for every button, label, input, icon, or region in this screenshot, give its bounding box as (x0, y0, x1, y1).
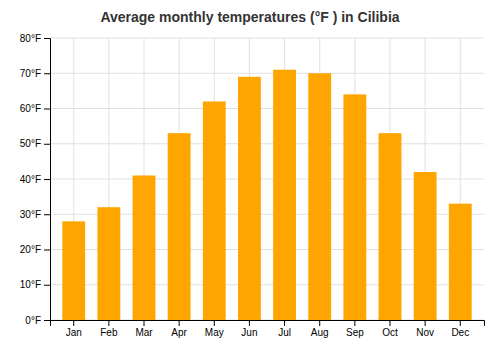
y-tick-label: 50°F (20, 138, 41, 149)
x-tick: Nov (416, 320, 434, 338)
x-tick-label: Sep (346, 327, 364, 338)
y-tick-label: 40°F (20, 174, 41, 185)
bar (97, 207, 120, 320)
y-tick-mark (44, 109, 50, 110)
x-tick-label: Aug (311, 327, 329, 338)
y-tick: 70°F (20, 68, 50, 79)
title: Average monthly temperatures (°F ) in Ci… (100, 9, 399, 25)
y-grid-line (50, 73, 484, 74)
bars (62, 70, 471, 320)
x-tick: Jan (66, 320, 82, 338)
x-tick-mark (249, 320, 250, 326)
x-tick-label: Nov (416, 327, 434, 338)
y-tick: 10°F (20, 279, 50, 290)
x-tick-label: May (205, 327, 224, 338)
bar (133, 175, 156, 320)
chart: 0°F 10°F 20°F 30°F 40°F 50°F 60°F 70°F 80°F Jan Fe… (0, 0, 500, 350)
x-tick: Sep (346, 320, 364, 338)
bar (168, 133, 191, 320)
y-tick: 40°F (20, 174, 50, 185)
x-tick-mark (460, 320, 461, 326)
y-tick-mark (44, 285, 50, 286)
y-axis-line (44, 39, 51, 321)
x-tick-mark (108, 320, 109, 326)
x-axis-line (51, 321, 485, 327)
x-tick-mark (354, 320, 355, 326)
y-tick-label: 60°F (20, 103, 41, 114)
y-tick-mark (44, 250, 50, 251)
bar (273, 70, 296, 320)
y-grid-line (50, 108, 484, 109)
x-tick-label: Mar (135, 327, 153, 338)
y-tick-label: 80°F (20, 33, 41, 44)
y-tick-label: 30°F (20, 209, 41, 220)
x-tick: Feb (100, 320, 118, 338)
y-tick: 30°F (20, 209, 50, 220)
x-tick-mark (284, 320, 285, 326)
y-tick: 0°F (25, 315, 50, 326)
y-tick-mark (44, 214, 50, 215)
x-tick-mark (319, 320, 320, 326)
x-tick: Aug (311, 320, 329, 338)
x-tick: Oct (382, 320, 398, 338)
x-tick-label: Feb (100, 327, 118, 338)
x-tick: Jul (278, 320, 291, 338)
y-tick: 60°F (20, 103, 50, 114)
bar (308, 73, 331, 320)
x-tick-mark (73, 320, 74, 326)
y-tick-mark (44, 144, 50, 145)
y-tick-mark (44, 38, 50, 39)
x-tick-label: Jul (278, 327, 291, 338)
bar (379, 133, 402, 320)
y-tick-mark (44, 320, 50, 321)
grid (50, 38, 484, 320)
x-tick: May (205, 320, 224, 338)
bar (414, 172, 437, 320)
x-tick-label: Jan (66, 327, 82, 338)
plot-area: 0°F 10°F 20°F 30°F 40°F 50°F 60°F 70°F 80°F Jan Fe… (20, 33, 485, 338)
bar (238, 77, 261, 320)
x-tick-label: Dec (451, 327, 469, 338)
y-tick-label: 0°F (25, 315, 41, 326)
x-tick: Jun (241, 320, 257, 338)
x-axis: Jan Feb Mar Apr May Jun Jul Aug Sep Oct Nov Dec (51, 320, 485, 338)
x-tick-mark (144, 320, 145, 326)
y-axis: 0°F 10°F 20°F 30°F 40°F 50°F 60°F 70°F 80°F (20, 33, 51, 326)
bar (343, 94, 366, 320)
y-tick-label: 20°F (20, 244, 41, 255)
x-tick: Apr (171, 320, 187, 338)
bar (449, 204, 472, 320)
x-tick: Mar (135, 320, 153, 338)
x-tick-label: Apr (171, 327, 187, 338)
y-tick-mark (44, 73, 50, 74)
x-tick-mark (214, 320, 215, 326)
y-tick-mark (44, 179, 50, 180)
y-tick: 20°F (20, 244, 50, 255)
x-tick: Dec (451, 320, 469, 338)
x-tick-mark (389, 320, 390, 326)
y-tick-label: 70°F (20, 68, 41, 79)
y-grid-line (50, 38, 484, 39)
y-tick-label: 10°F (20, 279, 41, 290)
y-grid-line (50, 143, 484, 144)
x-tick-label: Jun (241, 327, 257, 338)
x-tick-mark (179, 320, 180, 326)
x-tick-mark (425, 320, 426, 326)
bar (62, 221, 85, 320)
x-tick-label: Oct (382, 327, 398, 338)
y-tick: 50°F (20, 138, 50, 149)
bar (203, 101, 226, 320)
y-tick: 80°F (20, 33, 50, 44)
